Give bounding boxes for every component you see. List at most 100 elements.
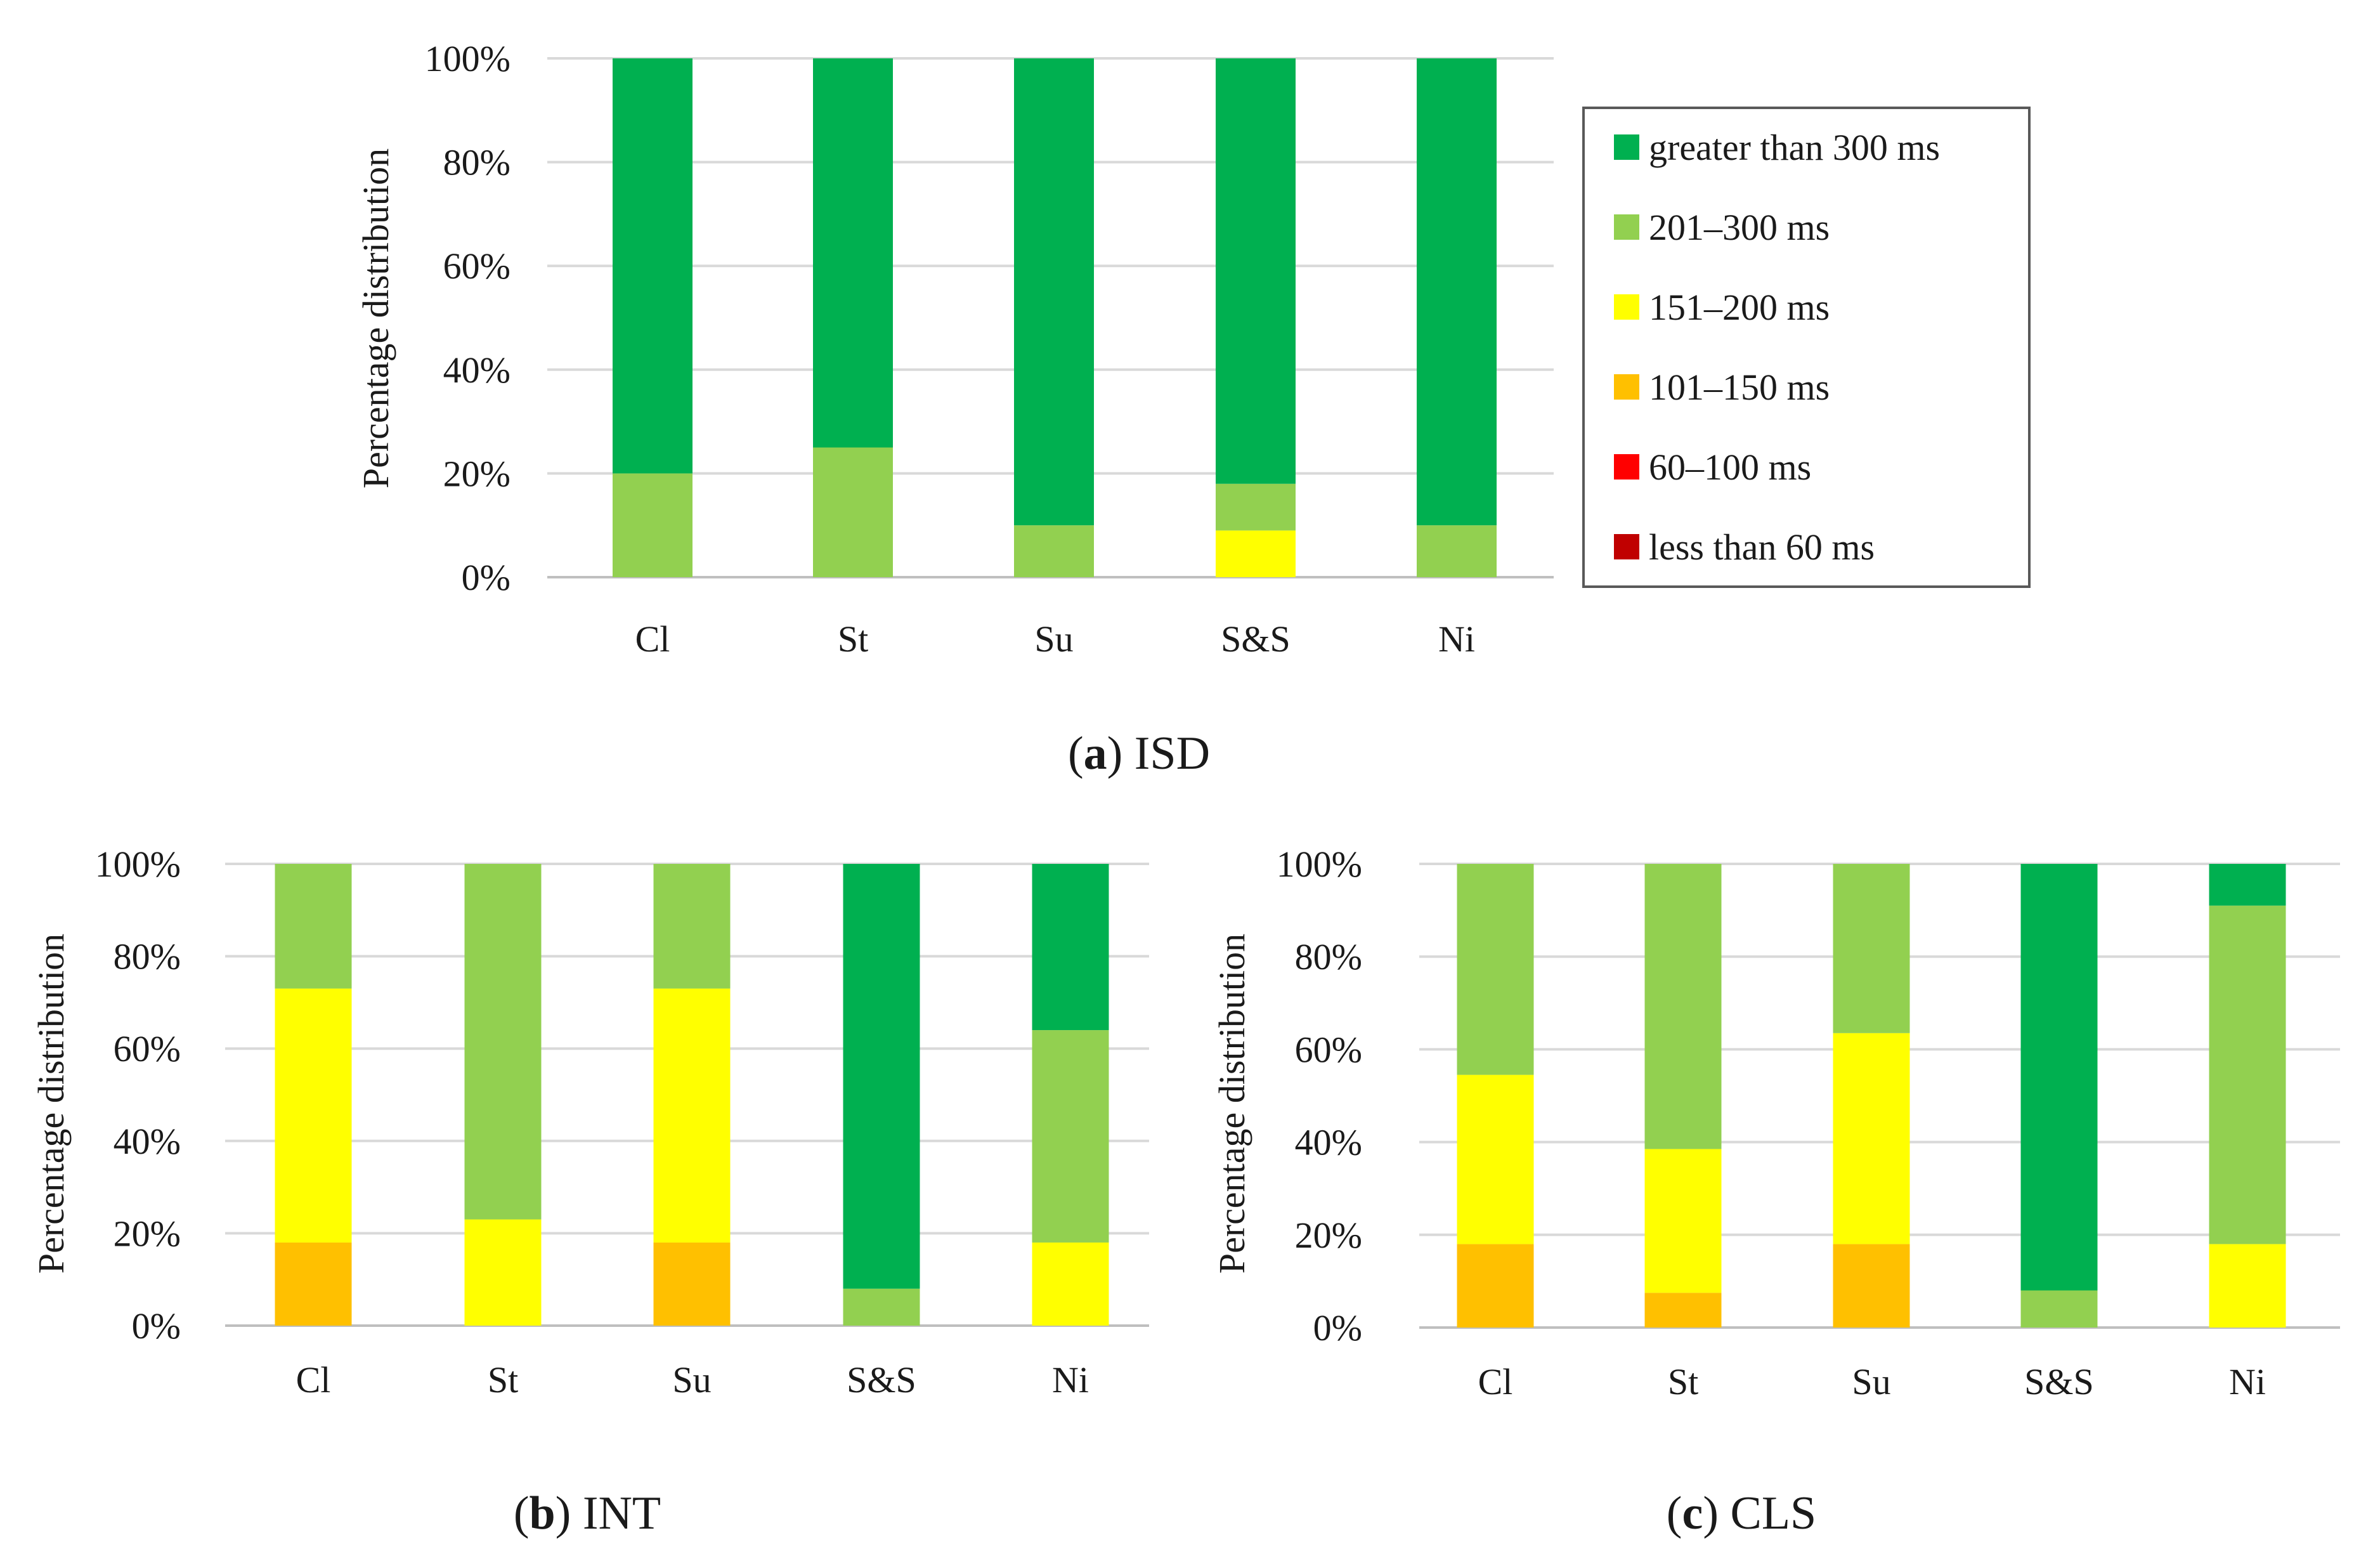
bar-segment: [613, 473, 693, 577]
caption-text: CLS: [1730, 1487, 1816, 1539]
bar-segment: [813, 58, 893, 448]
y-tick-label: 40%: [114, 1121, 181, 1162]
bar-segment: [613, 58, 693, 474]
caption-letter: a: [1084, 728, 1107, 780]
y-tick-label: 60%: [443, 245, 510, 287]
bar-segment: [813, 447, 893, 577]
bar-segment: [2209, 905, 2286, 1244]
x-category-label: Su: [1852, 1361, 1890, 1402]
y-tick-label: 40%: [443, 349, 510, 391]
bar-segment: [275, 1242, 352, 1326]
bar-segment: [1833, 864, 1910, 1033]
legend-swatch: [1614, 374, 1639, 400]
bar-segment: [2020, 864, 2098, 1291]
bar-segment: [1833, 1033, 1910, 1244]
legend-swatch: [1614, 454, 1639, 480]
legend-swatch: [1614, 534, 1639, 559]
y-tick-label: 40%: [1295, 1122, 1362, 1163]
chart-panel-isd: 0% 20% 40% 60% 80% 100% Cl St Su S&S Ni Percentag…: [355, 38, 1554, 780]
bar-segment: [1644, 1293, 1722, 1328]
y-axis-title: Percentage distribution: [1211, 934, 1252, 1274]
y-tick-label: 20%: [443, 453, 510, 494]
chart-panel-int: 0% 20% 40% 60% 80% 100% Cl St Su S&S Ni Percentag…: [30, 844, 1149, 1539]
panel-caption: (c) CLS: [1667, 1487, 1816, 1539]
legend: greater than 300 ms 201–300 ms 151–200 ms 1…: [1582, 107, 2031, 588]
legend-label: 101–150 ms: [1649, 367, 1830, 408]
bar-segment: [1014, 525, 1094, 577]
chart-panel-cls: 0% 20% 40% 60% 80% 100% Cl St Su S&S Ni Percentag…: [1211, 844, 2340, 1539]
y-axis-title: Percentage distribution: [30, 934, 72, 1274]
bar-segment: [2020, 1290, 2098, 1328]
bar-segment: [843, 864, 920, 1289]
x-category-label: Cl: [296, 1359, 331, 1400]
caption-letter: c: [1682, 1487, 1703, 1539]
caption-text: ISD: [1135, 728, 1210, 780]
legend-label: 201–300 ms: [1649, 207, 1830, 248]
x-category-label: Cl: [635, 618, 670, 660]
bar-segment: [1644, 864, 1722, 1149]
bar-segment: [2209, 864, 2286, 906]
x-category-label: Su: [1034, 618, 1073, 660]
bar-segment: [464, 1219, 542, 1326]
x-category-label: S&S: [847, 1359, 916, 1400]
y-tick-label: 20%: [1295, 1215, 1362, 1256]
x-category-label: S&S: [2024, 1361, 2094, 1402]
x-category-label: St: [488, 1359, 518, 1400]
bar-segment: [1457, 1244, 1534, 1328]
legend-frame: [1582, 107, 2031, 588]
legend-swatch: [1614, 214, 1639, 240]
y-tick-label: 0%: [1313, 1307, 1362, 1348]
legend-label: 60–100 ms: [1649, 447, 1811, 488]
y-tick-label: 0%: [462, 557, 510, 598]
legend-label: 151–200 ms: [1649, 287, 1830, 328]
bar-segment: [275, 864, 352, 989]
bar-segment: [1417, 58, 1497, 526]
bar-segment: [1457, 1074, 1534, 1244]
x-category-label: Ni: [1438, 618, 1475, 660]
bar-segment: [1032, 1242, 1109, 1326]
caption-text: INT: [583, 1487, 661, 1539]
bar-segment: [275, 988, 352, 1243]
bar-segment: [1457, 864, 1534, 1075]
y-tick-label: 100%: [425, 38, 510, 79]
legend-label: greater than 300 ms: [1649, 127, 1940, 168]
x-category-label: Su: [672, 1359, 711, 1400]
bar-segment: [464, 864, 542, 1220]
bar-segment: [653, 864, 731, 989]
x-category-label: St: [1668, 1361, 1698, 1402]
bar-segment: [843, 1288, 920, 1326]
y-tick-label: 100%: [95, 844, 181, 885]
y-axis-title: Percentage distribution: [355, 148, 396, 488]
bar-segment: [1032, 864, 1109, 1031]
legend-label: less than 60 ms: [1649, 526, 1875, 568]
panel-caption: (b) INT: [514, 1487, 661, 1539]
bar-segment: [1216, 58, 1296, 484]
x-category-label: Ni: [1052, 1359, 1089, 1400]
bar-segment: [1216, 483, 1296, 531]
x-category-label: St: [838, 618, 868, 660]
y-tick-label: 60%: [1295, 1029, 1362, 1070]
x-category-label: S&S: [1221, 618, 1291, 660]
bar-segment: [1417, 525, 1497, 577]
y-tick-label: 80%: [1295, 936, 1362, 977]
bar-segment: [1833, 1244, 1910, 1328]
y-tick-label: 80%: [114, 936, 181, 977]
caption-letter: b: [530, 1487, 556, 1539]
bar-segment: [1032, 1030, 1109, 1243]
y-tick-label: 20%: [114, 1213, 181, 1254]
y-tick-label: 80%: [443, 142, 510, 183]
y-tick-label: 100%: [1277, 844, 1362, 885]
x-category-label: Cl: [1478, 1361, 1513, 1402]
bar-segment: [1644, 1149, 1722, 1293]
bar-segment: [653, 988, 731, 1243]
bar-segment: [1014, 58, 1094, 526]
y-tick-label: 0%: [132, 1305, 181, 1347]
legend-swatch: [1614, 134, 1639, 160]
legend-swatch: [1614, 294, 1639, 320]
y-tick-label: 60%: [114, 1028, 181, 1069]
bar-segment: [2209, 1244, 2286, 1328]
x-category-label: Ni: [2229, 1361, 2266, 1402]
bar-segment: [653, 1242, 731, 1326]
panel-caption: (a) ISD: [1068, 728, 1210, 780]
